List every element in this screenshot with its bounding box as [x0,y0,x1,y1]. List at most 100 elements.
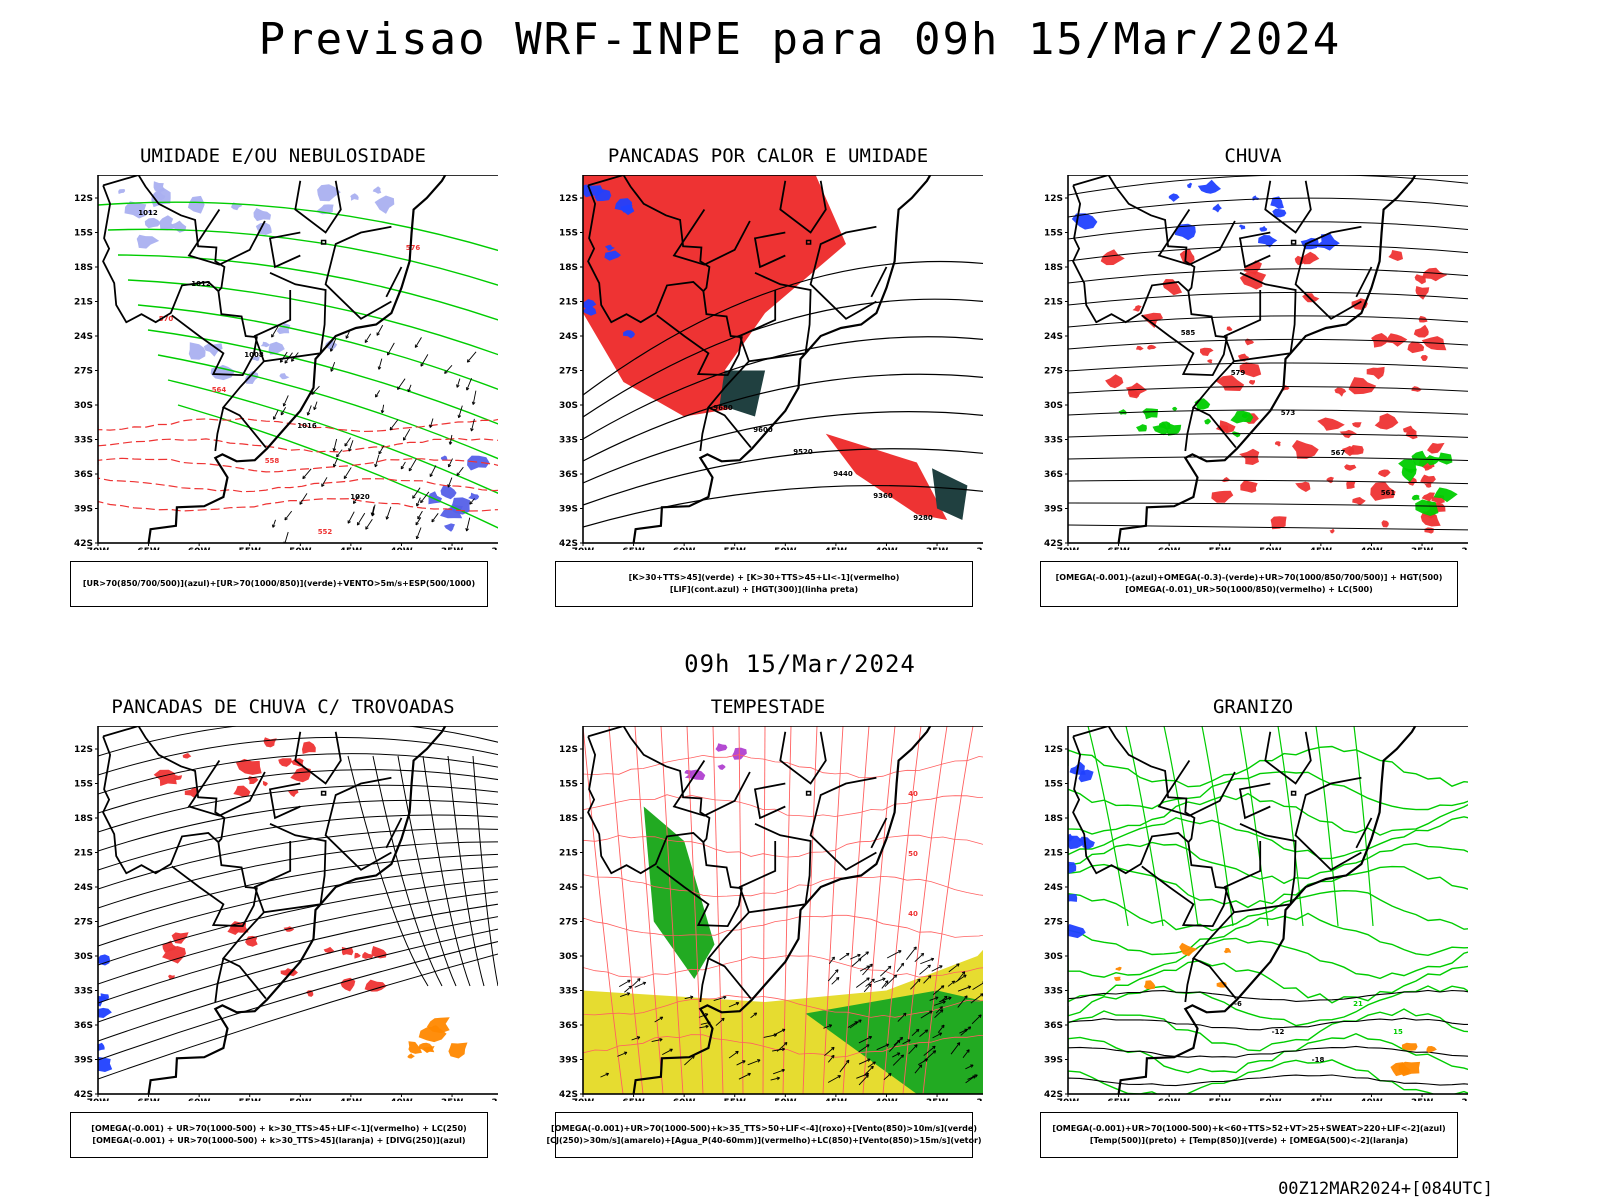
storm-red-area [173,775,183,780]
wind-vector [849,954,861,960]
federal-district [805,239,812,245]
wind-vector [858,1036,872,1044]
lifted-index-contour [604,244,615,251]
wind-vector [728,1002,740,1008]
wind-vector-head [387,352,391,356]
rain-red-area [1239,362,1262,378]
lon-label: 50W [289,1098,312,1101]
wind-vector-head [742,1060,746,1064]
wind-vector [407,384,412,393]
height-contour [583,484,998,528]
wind-vector [934,1009,944,1019]
streamline [1068,502,1483,508]
streamline [98,814,513,871]
state-border [1072,726,1196,843]
wind-vector [408,458,417,472]
panel-title: PANCADAS POR CALOR E UMIDADE [607,145,929,167]
hail-blue-area [1068,924,1086,939]
lifted-index-contour [623,330,635,339]
wind-vector [365,518,373,530]
rain-red-area [1374,413,1399,430]
state-border [699,407,710,452]
map-svg: 1012101210081016102057657056455855212S15… [74,174,514,557]
wind-vector-head [893,974,898,978]
streamline [98,949,513,1080]
omega-orange-area [1179,942,1198,957]
wind-vector-head [723,995,727,1000]
rain-red-area [1422,267,1448,282]
wind-vector [902,1039,911,1045]
legend-line: [LIF](cont.azul) + [HGT(300)](linha pret… [669,585,859,594]
wind-vector-head [974,1074,978,1078]
state-border [656,842,743,928]
wind-vector-head [466,359,471,363]
wind-vector-head [871,978,875,983]
wind-vector-head [913,946,917,950]
lat-label: 24S [1044,883,1063,893]
temp500-contour [1068,989,1477,1002]
lon-label: 40W [390,547,413,550]
rain-red-area [1317,417,1345,431]
wind-vector-head [636,1036,641,1040]
map-layers [98,726,513,1094]
lon-label: 40W [875,547,898,550]
omega-orange-area [1115,966,1122,971]
wind-vector-head [623,1051,628,1056]
wind-vector-head [865,951,869,955]
wind-vector-head [870,1065,874,1070]
height-contour [583,336,998,440]
wind-vector [862,963,873,976]
panel-title: TEMPESTADE [710,696,826,718]
wind-vector-head [899,1036,904,1041]
wind-vector [865,978,875,988]
lon-label: 45W [1310,547,1333,550]
wind-vector-head [429,424,433,428]
wind-vector [914,953,925,963]
wind-vector-head [900,1054,905,1058]
wind-vector-head [348,448,352,452]
rain-red-area [1243,260,1262,275]
rain-blue-area [1187,182,1193,189]
state-border [1191,911,1237,1000]
wind-vector [892,1052,901,1058]
storm-purple-area [684,770,692,776]
wind-vector [381,404,385,414]
legend-box: [OMEGA(-0.001) + UR>70(1000-500) + k>30_… [70,1112,488,1158]
temp850-contour [1068,912,1477,957]
wind-vector [884,974,898,987]
map: -6 -12 -18 21 15 12S 15S 18S 21S 24S 27S 30S 33S 36S 3… [1038,725,1484,1108]
wind-vector-head [735,1001,740,1006]
wind-vector [356,512,366,526]
wind-vector [823,1024,832,1029]
rain-red-area [1295,481,1311,492]
wind-vector [632,978,641,987]
wind-vector [906,946,917,960]
state-border [385,266,403,298]
wind-vector [330,361,336,372]
storm-red-area [262,780,268,787]
wind-vector [827,969,839,982]
lat-label: 15S [559,229,578,239]
legend-box: [OMEGA(-0.001)+UR>70(1000-500)+k>35_TTS>… [546,1112,982,1158]
state-border [324,225,392,320]
streamline [98,769,513,814]
wind-vector-head [343,475,348,480]
wind-vector [456,378,461,388]
wind-vector [272,519,276,528]
contour-label: 9600 [753,426,773,434]
wind-vector [910,978,921,990]
state-border [587,185,705,324]
rain-red-area [1270,516,1287,530]
lat-label: 42S [74,539,93,549]
wind-vector-head [690,995,694,1000]
wind-vector-head [938,1032,943,1036]
wind-vector [447,477,453,488]
rain-green-area [1415,499,1439,516]
lon-label: 35W [441,1098,464,1101]
wind-vector [859,965,870,972]
wind-vector-head [414,344,419,348]
streamline [447,755,485,987]
state-border [253,822,327,914]
map-background [98,175,513,543]
wind-vector [950,1042,961,1055]
